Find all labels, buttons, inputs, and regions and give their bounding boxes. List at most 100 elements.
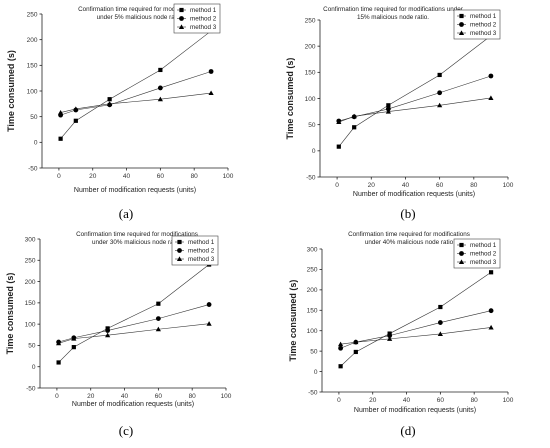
data-point: [488, 270, 494, 275]
legend-marker: [179, 16, 184, 21]
x-tick-label: 100: [223, 173, 234, 180]
x-tick-label: 60: [155, 393, 163, 400]
data-point: [338, 341, 344, 347]
legend-label: method 3: [470, 30, 497, 37]
series-method-3: [58, 90, 214, 115]
y-tick-label: 0: [34, 140, 38, 147]
y-tick-label: 100: [305, 96, 316, 103]
series-method-1: [338, 270, 494, 369]
data-point: [437, 331, 443, 336]
legend-label: method 1: [188, 239, 215, 246]
x-tick-label: 60: [437, 397, 445, 404]
legend-label: method 1: [470, 242, 497, 249]
x-tick-label: 40: [402, 182, 410, 189]
x-tick-label: 20: [87, 393, 95, 400]
legend-marker: [176, 256, 183, 261]
legend-marker: [459, 251, 464, 256]
chart-panel-3: 0 20 40 60 80 100 -50 0 50 100 150 200 250 300 Number …: [5, 231, 232, 438]
series-method-2: [338, 308, 494, 351]
data-point: [105, 328, 111, 333]
data-point: [336, 144, 341, 149]
x-tick-label: 60: [436, 182, 444, 189]
data-point: [385, 108, 391, 114]
legend-label: method 3: [190, 24, 217, 31]
panel-label: (d): [400, 423, 415, 438]
series-line: [338, 97, 491, 123]
data-point: [71, 336, 77, 341]
data-point: [437, 102, 443, 108]
y-tick-label: 200: [25, 279, 36, 286]
y-tick-label: -50: [28, 165, 38, 172]
data-point: [351, 113, 357, 119]
chart-title-line: Confirmation time required for modificat…: [323, 6, 463, 13]
data-point: [352, 125, 357, 130]
series-method-1: [336, 33, 494, 149]
series-line: [340, 272, 492, 367]
series-method-1: [56, 262, 212, 365]
data-point: [107, 101, 113, 106]
legend-label: method 3: [470, 259, 497, 266]
x-tick-label: 80: [191, 173, 199, 180]
x-tick-label: 40: [123, 173, 131, 180]
legend-marker: [459, 13, 464, 19]
data-point: [157, 96, 163, 102]
x-tick-label: 100: [503, 397, 514, 404]
data-point: [437, 320, 443, 325]
data-point: [438, 304, 443, 310]
chart-title-line: Confirmation time required for modificat…: [76, 231, 198, 238]
x-tick-label: 20: [368, 182, 376, 189]
series-method-3: [56, 321, 212, 346]
data-point: [385, 106, 391, 112]
data-point: [71, 345, 76, 350]
y-axis-label: Time consumed (s): [285, 58, 295, 140]
legend-label: method 2: [470, 22, 497, 29]
y-tick-label: -50: [308, 389, 318, 396]
data-point: [353, 339, 359, 345]
x-tick-label: 20: [89, 173, 97, 180]
chart-title-line: under 5% malicious node ratio: [97, 14, 182, 21]
legend-label: method 1: [470, 13, 497, 20]
data-point: [58, 136, 63, 141]
chart-title-line: under 40% malicious node ratio: [365, 239, 454, 246]
x-axis-label: Number of modification requests (units): [354, 407, 476, 414]
data-point: [488, 308, 494, 314]
y-tick-label: 50: [308, 122, 316, 129]
data-point: [488, 324, 494, 330]
y-tick-label: 200: [307, 287, 318, 294]
data-point: [386, 103, 391, 108]
legend-label: method 2: [190, 16, 217, 23]
x-tick-label: 80: [189, 393, 197, 400]
y-tick-label: 50: [28, 343, 36, 350]
y-tick-label: 300: [307, 246, 318, 253]
panel-label: (c): [119, 423, 133, 438]
chart-panel-4: 0 20 40 60 80 100 -50 0 50 100 150 200 250 300 Number …: [288, 231, 514, 438]
series-method-1: [58, 28, 214, 141]
y-tick-label: 150: [307, 308, 318, 315]
data-point: [437, 72, 442, 78]
series-line: [58, 264, 210, 363]
series-method-2: [58, 69, 214, 118]
y-tick-label: 200: [27, 37, 38, 44]
data-point: [156, 301, 161, 306]
x-tick-label: 20: [369, 397, 377, 404]
y-tick-label: 250: [27, 11, 38, 18]
y-tick-label: 250: [307, 267, 318, 274]
y-tick-label: 0: [314, 369, 318, 376]
y-axis-label: Time consumed (s): [6, 50, 16, 132]
series-method-3: [338, 324, 494, 347]
data-point: [56, 360, 61, 365]
series-line: [60, 30, 212, 139]
data-point: [58, 109, 64, 115]
data-point: [73, 118, 78, 123]
chart-panel-2: 0 20 40 60 80 100 -50 0 50 100 150 200 250 Number of …: [285, 6, 514, 221]
y-tick-label: -50: [26, 385, 36, 392]
data-point: [157, 85, 163, 91]
x-tick-label: 40: [403, 397, 411, 404]
legend-label: method 2: [470, 251, 497, 258]
y-tick-label: 100: [27, 88, 38, 95]
x-tick-label: 0: [337, 397, 341, 404]
data-point: [56, 340, 62, 346]
data-point: [387, 336, 393, 341]
x-tick-label: 100: [221, 393, 232, 400]
